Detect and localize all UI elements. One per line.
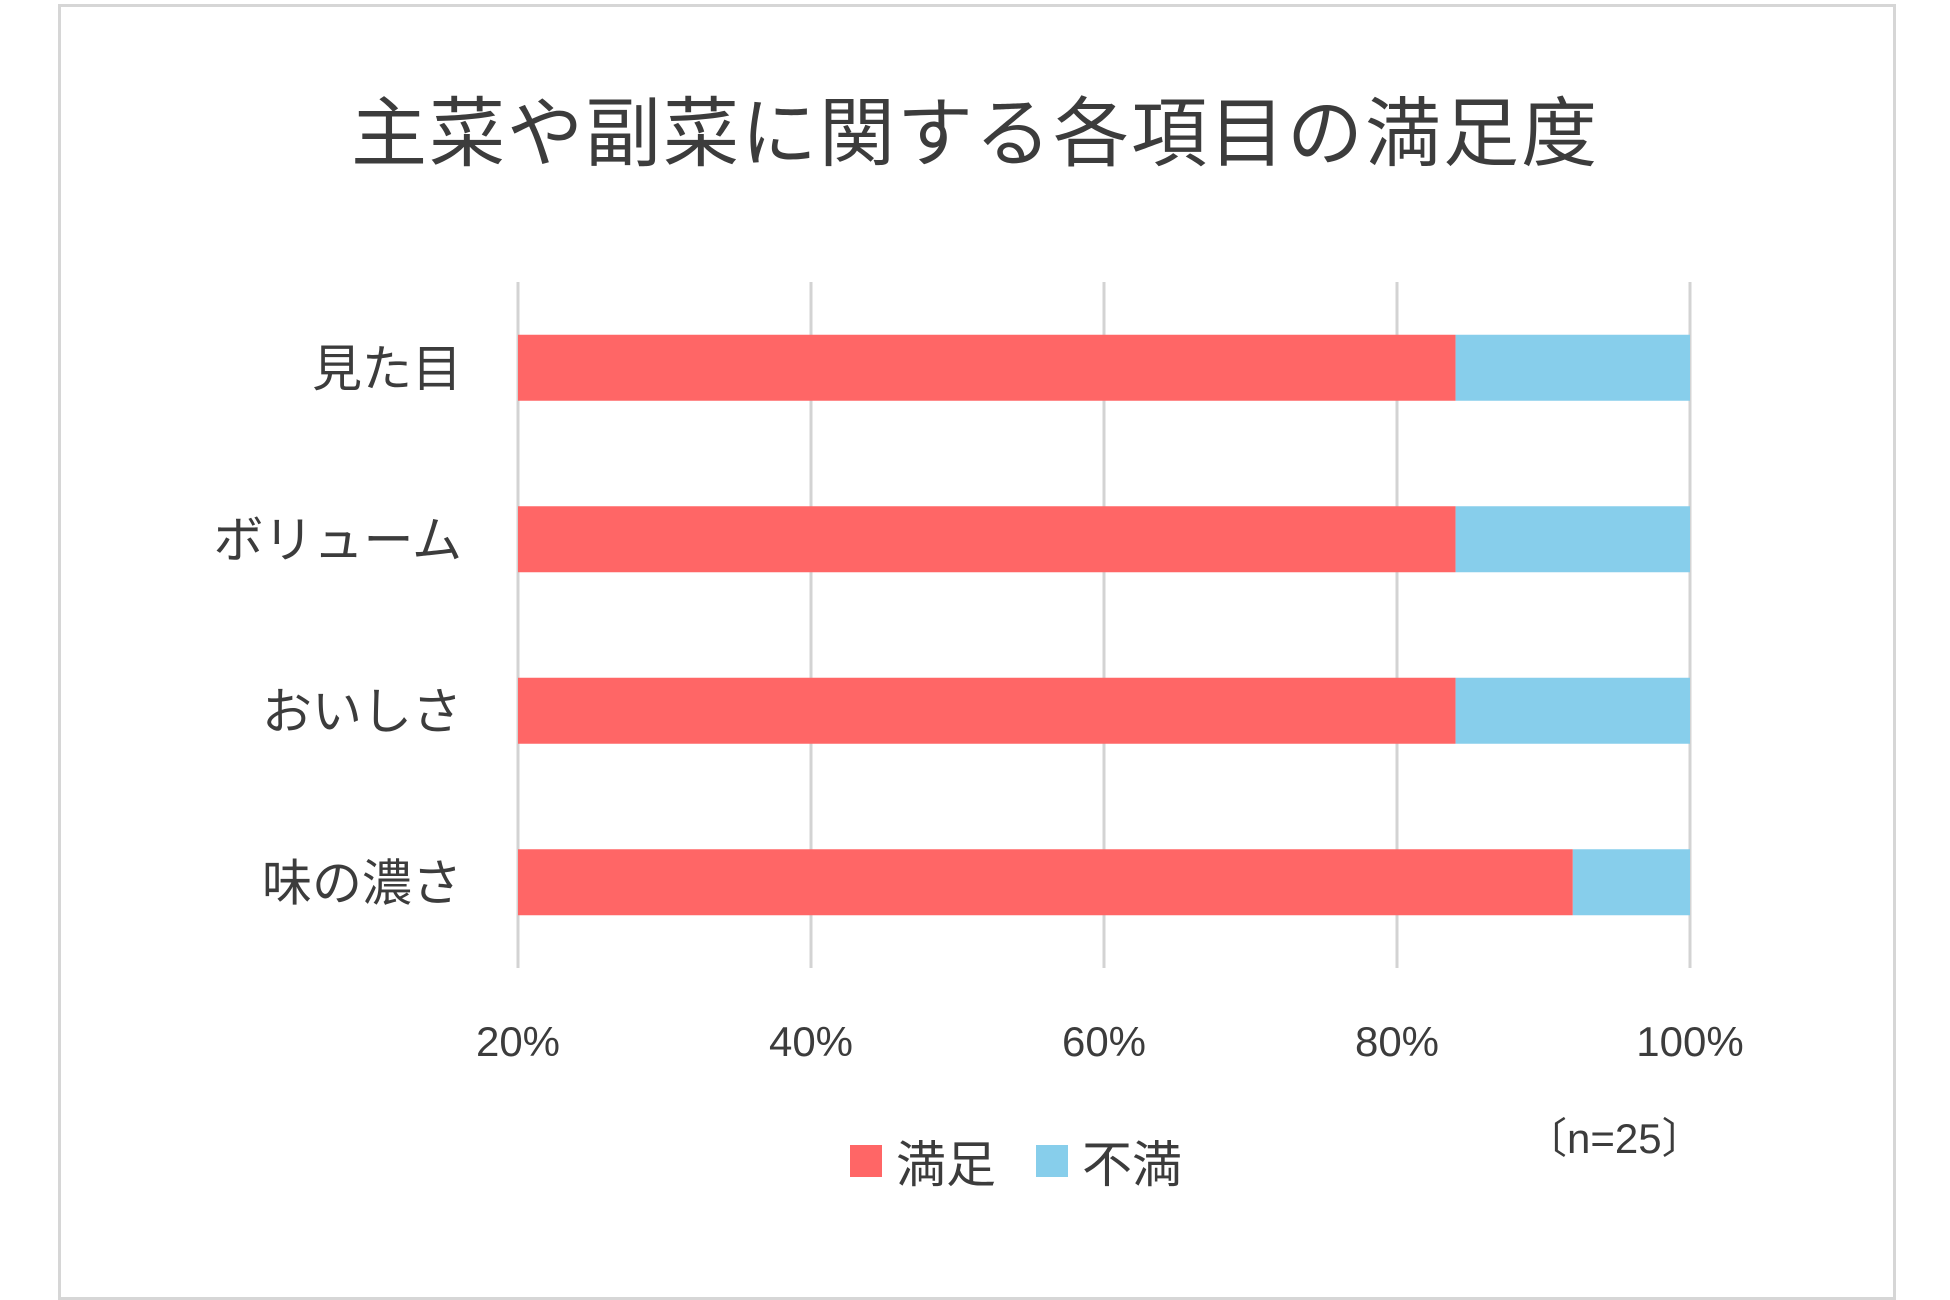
bar-satisfied-2 [518, 677, 1456, 744]
bar-dissatisfied-1 [1455, 506, 1690, 573]
legend-label-satisfied: 満足 [896, 1136, 996, 1194]
tick-label-60: 60% [1062, 1018, 1146, 1065]
category-label-2: おいしさ [262, 683, 462, 741]
legend-label-dissatisfied: 不満 [1082, 1136, 1182, 1194]
chart-title: 主菜や副菜に関する各項目の満足度 [351, 89, 1599, 178]
legend: 満足 不満 [850, 1125, 1182, 1197]
category-label-3: 味の濃さ [262, 854, 462, 912]
tick-label-80: 80% [1355, 1018, 1439, 1065]
bar-dissatisfied-2 [1455, 677, 1690, 744]
legend-swatch-satisfied [850, 1145, 882, 1177]
bar-satisfied-1 [518, 506, 1456, 573]
chart-frame [58, 4, 1896, 1300]
tick-label-40: 40% [769, 1018, 853, 1065]
bar-dissatisfied-0 [1455, 334, 1690, 401]
category-label-1: ボリューム [214, 511, 463, 569]
legend-swatch-dissatisfied [1036, 1145, 1068, 1177]
bar-satisfied-0 [518, 334, 1456, 401]
bar-satisfied-3 [518, 849, 1573, 916]
bars [518, 334, 1690, 916]
sample-size-note: 〔n=25〕 [1525, 1115, 1704, 1162]
legend-item-dissatisfied: 不満 [1036, 1125, 1182, 1197]
legend-item-satisfied: 満足 [850, 1125, 996, 1197]
tick-label-20: 20% [476, 1018, 560, 1065]
tick-labels: 20% 40% 60% 80% 100% [476, 1018, 1744, 1065]
tick-label-100: 100% [1636, 1018, 1743, 1065]
bar-dissatisfied-3 [1572, 849, 1690, 916]
category-label-0: 見た目 [312, 340, 462, 398]
